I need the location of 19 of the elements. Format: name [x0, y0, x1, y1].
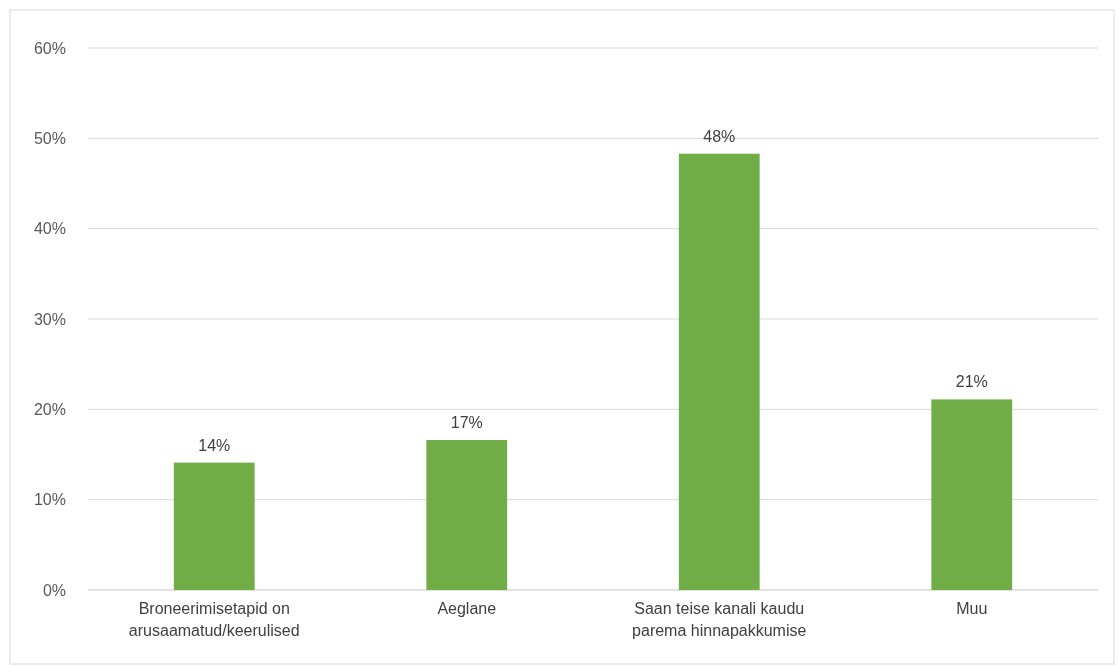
- y-tick-label: 20%: [33, 400, 66, 418]
- data-label: 48%: [703, 127, 736, 145]
- bar: [931, 399, 1013, 590]
- bar: [173, 462, 255, 590]
- y-tick-label: 50%: [33, 129, 66, 147]
- data-label: 17%: [450, 414, 483, 432]
- y-tick-label: 0%: [42, 581, 66, 599]
- y-tick-label: 60%: [33, 39, 66, 57]
- y-tick-label: 30%: [33, 310, 66, 328]
- x-tick-label: Saan teise kanali kaudu parema hinnapakkumise: [632, 600, 807, 639]
- data-label: 14%: [198, 436, 231, 454]
- bar: [426, 440, 508, 590]
- y-tick-label: 10%: [33, 491, 66, 509]
- y-tick-label: 40%: [33, 220, 66, 238]
- x-tick-label: Broneerimisetapid on arusaamatud/keerulised: [128, 600, 300, 639]
- x-tick-label: Muu: [956, 600, 988, 617]
- bar: [678, 153, 760, 590]
- x-tick-label: Aeglane: [437, 600, 497, 617]
- data-label: 21%: [955, 373, 988, 391]
